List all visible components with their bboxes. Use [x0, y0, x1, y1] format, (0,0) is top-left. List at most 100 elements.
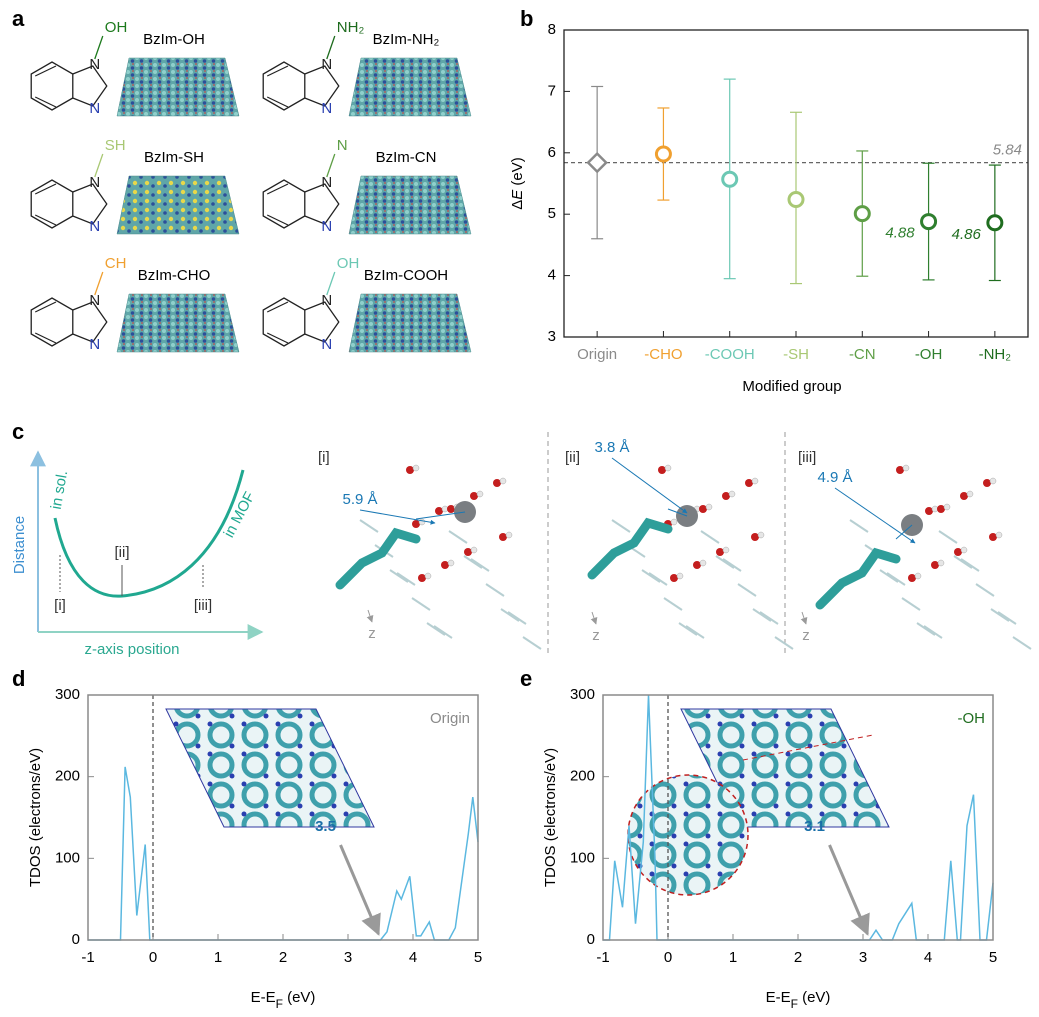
y-tick-label: 100 — [570, 849, 595, 866]
imidazole-ring — [304, 301, 340, 343]
mof-slab — [116, 57, 240, 117]
z-label: z — [592, 627, 600, 644]
panel-label: a — [12, 6, 25, 31]
water-h — [966, 490, 974, 498]
water-h — [902, 464, 910, 472]
water-o — [954, 548, 962, 556]
water-h — [505, 531, 513, 539]
x-axis-label-part: F — [791, 997, 798, 1011]
y-tick-label: 300 — [55, 686, 80, 703]
framework-stick — [916, 622, 936, 636]
imidazole-ring — [72, 183, 108, 225]
x-tick-label: 0 — [149, 949, 157, 966]
water-h — [470, 546, 478, 554]
framework-stick — [938, 530, 958, 544]
panel-label: c — [12, 419, 24, 444]
molecule: N N OH BzIm-OH — [30, 19, 240, 117]
position-label: [i] — [54, 597, 66, 614]
x-tick-label: -CN — [849, 346, 876, 363]
benzene-ring — [262, 179, 306, 229]
y-tick-label: 200 — [570, 768, 595, 785]
y-tick-label: 3 — [548, 328, 556, 345]
water-o — [658, 466, 666, 474]
axis-label: Distance — [11, 516, 28, 574]
framework-stick — [990, 608, 1010, 622]
framework-stick — [648, 572, 668, 586]
y-axis-label-part: (eV) — [509, 157, 526, 190]
y-axis-label: TDOS (electrons/eV) — [542, 748, 559, 887]
atom-label: N — [321, 174, 332, 191]
water-h — [960, 546, 968, 554]
double-bond — [266, 183, 289, 195]
water-o — [435, 507, 443, 515]
inset-structure — [165, 708, 375, 828]
x-tick-label: 0 — [664, 949, 672, 966]
x-tick-label: -OH — [915, 346, 943, 363]
y-tick-label: 6 — [548, 144, 556, 161]
y-axis-label-part: Δ — [509, 200, 526, 210]
z-arrow — [590, 611, 598, 625]
x-axis-label-part: (eV) — [798, 989, 831, 1006]
water-o — [960, 492, 968, 500]
atom-label: N — [321, 336, 332, 353]
double-bond — [34, 214, 57, 226]
water-h — [424, 572, 432, 580]
water-o — [470, 492, 478, 500]
water-h — [670, 518, 678, 526]
substituent: OH — [105, 19, 128, 36]
x-tick-label: -NH₂ — [979, 346, 1012, 363]
water-h — [699, 559, 707, 567]
framework-stick — [359, 519, 379, 533]
water-o — [931, 561, 939, 569]
framework-stick — [500, 608, 520, 622]
molecule: N N N BzIm-CN — [262, 137, 472, 235]
framework-stick — [396, 572, 416, 586]
x-tick-label: -CHO — [644, 346, 682, 363]
substituent-bond — [94, 153, 104, 178]
y-tick-label: 100 — [55, 849, 80, 866]
atom-label: N — [321, 218, 332, 235]
x-axis-label: Modified group — [742, 378, 841, 395]
framework-stick — [463, 555, 483, 569]
water-o — [447, 505, 455, 513]
zoom-inset — [627, 774, 749, 896]
substituent-bond — [326, 35, 336, 60]
imidazole-ring — [72, 65, 108, 107]
framework-stick — [426, 622, 446, 636]
x-tick-label: -SH — [783, 346, 809, 363]
framework-stick — [678, 622, 698, 636]
panel-label: e — [520, 666, 532, 691]
x-axis-label-part: F — [276, 997, 283, 1011]
distance-pointer — [359, 509, 436, 525]
x-tick-label: 2 — [794, 949, 802, 966]
y-axis-label: ΔE (eV) — [509, 157, 526, 210]
framework-stick — [470, 558, 490, 572]
atom-label: N — [89, 100, 100, 117]
snapshot-tag: [iii] — [798, 449, 816, 466]
water-o — [908, 574, 916, 582]
benzene-ring — [30, 61, 74, 111]
framework-stick — [901, 597, 921, 611]
mof-slab — [348, 293, 472, 353]
water-o — [745, 479, 753, 487]
water-o — [896, 466, 904, 474]
x-axis-label-part: E-E — [251, 989, 276, 1006]
water-h — [499, 477, 507, 485]
distance-label: 5.9 Å — [342, 491, 377, 508]
double-bond — [266, 301, 289, 313]
snapshot-tag: [i] — [318, 449, 330, 466]
molecule-name: BzIm-CHO — [138, 267, 211, 284]
x-tick-label: 2 — [279, 949, 287, 966]
water-o — [693, 561, 701, 569]
atom-label: N — [89, 56, 100, 73]
atom-label: N — [89, 218, 100, 235]
water-h — [995, 531, 1003, 539]
water-h — [722, 546, 730, 554]
framework-stick — [997, 611, 1017, 625]
framework-stick — [433, 625, 453, 639]
molecule-name: BzIm-OH — [143, 31, 205, 48]
water-o — [499, 533, 507, 541]
framework-stick — [700, 530, 720, 544]
value-label: 4.88 — [885, 225, 915, 242]
